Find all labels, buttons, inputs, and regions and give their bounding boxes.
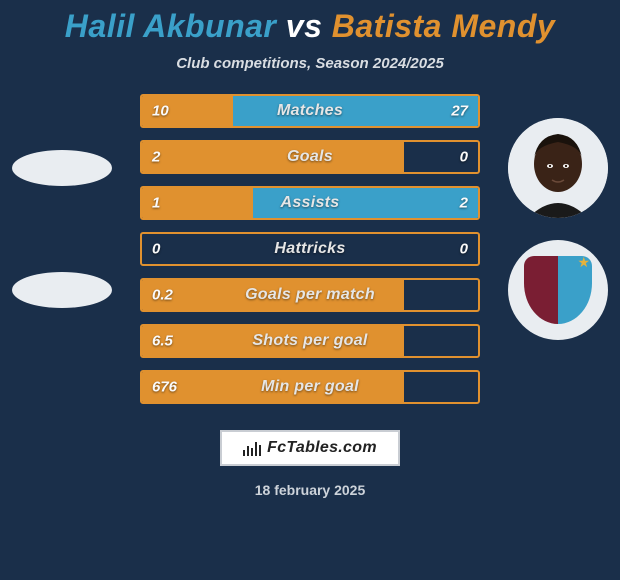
stat-value-left: 676 (152, 379, 177, 396)
stat-label: Matches (277, 102, 343, 120)
stat-value-right: 0 (460, 149, 468, 166)
stat-row: 0 Hattricks 0 (140, 232, 480, 266)
stat-value-left: 0 (152, 241, 160, 258)
player1-club-badge (12, 240, 112, 340)
stat-row: 0.2 Goals per match (140, 278, 480, 312)
stat-label: Goals (287, 148, 333, 166)
branding-bar (255, 442, 257, 456)
placeholder-ellipse (12, 272, 112, 308)
date-text: 18 february 2025 (0, 482, 620, 498)
stat-value-left: 10 (152, 103, 169, 120)
branding-bar (243, 450, 245, 456)
stat-label: Assists (280, 194, 339, 212)
stat-value-right: 0 (460, 241, 468, 258)
branding-bar (259, 445, 261, 456)
stat-row: 676 Min per goal (140, 370, 480, 404)
branding-text: FcTables.com (267, 439, 377, 457)
title-player1: Halil Akbunar (65, 8, 277, 44)
left-avatars (12, 118, 112, 340)
stat-value-left: 0.2 (152, 287, 173, 304)
placeholder-ellipse (12, 150, 112, 186)
branding-bar (247, 446, 249, 456)
stat-value-left: 6.5 (152, 333, 173, 350)
right-avatars: ★ (508, 118, 608, 340)
stat-label: Hattricks (274, 240, 345, 258)
comparison-card: Halil Akbunar vs Batista Mendy Club comp… (0, 0, 620, 580)
player2-face-icon (508, 118, 608, 218)
stat-row: 1 Assists 2 (140, 186, 480, 220)
player2-avatar (508, 118, 608, 218)
stat-label: Goals per match (245, 286, 375, 304)
club-shield-icon: ★ (524, 256, 592, 324)
player1-avatar (12, 118, 112, 218)
badge-star-icon: ★ (577, 254, 590, 271)
stat-row: 10 Matches 27 (140, 94, 480, 128)
player2-club-badge: ★ (508, 240, 608, 340)
stat-value-right: 2 (460, 195, 468, 212)
badge-left-half (524, 256, 558, 324)
stat-value-left: 2 (152, 149, 160, 166)
page-title: Halil Akbunar vs Batista Mendy (0, 8, 620, 45)
stat-fill-right (233, 96, 478, 126)
branding-badge: FcTables.com (220, 430, 400, 466)
title-vs: vs (286, 8, 323, 44)
stat-rows: 10 Matches 27 2 Goals 0 1 Assists 2 0 Hattricks 0 0.… (140, 94, 480, 404)
subtitle: Club competitions, Season 2024/2025 (0, 55, 620, 72)
stat-label: Min per goal (261, 378, 359, 396)
title-player2: Batista Mendy (332, 8, 555, 44)
stat-row: 6.5 Shots per goal (140, 324, 480, 358)
stat-fill-left (142, 142, 404, 172)
stat-row: 2 Goals 0 (140, 140, 480, 174)
stat-value-left: 1 (152, 195, 160, 212)
stat-value-right: 27 (451, 103, 468, 120)
branding-bars-icon (243, 440, 261, 456)
branding-bar (251, 448, 253, 456)
stat-label: Shots per goal (252, 332, 367, 350)
